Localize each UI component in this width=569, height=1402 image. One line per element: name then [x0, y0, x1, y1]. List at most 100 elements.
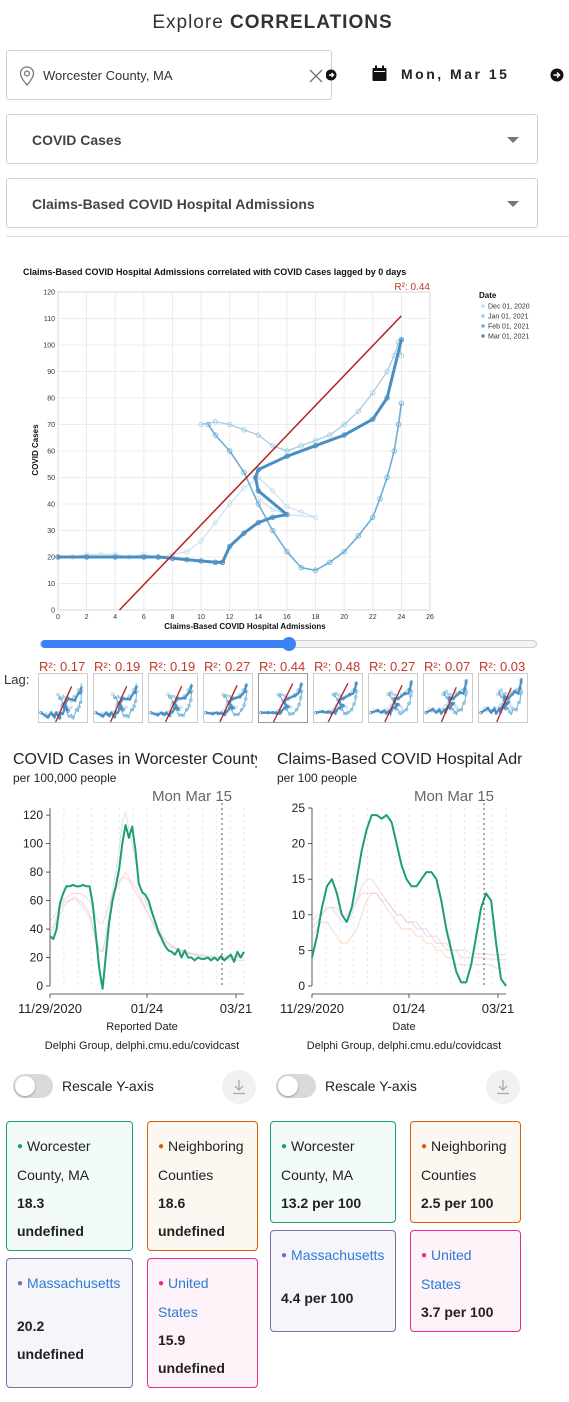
y-tick-label: 80: [47, 396, 55, 403]
legend-swatch: [481, 304, 485, 308]
lag-thumbnail[interactable]: [478, 673, 528, 723]
thumbnail-trajectory: [425, 697, 458, 714]
thumbnail-point: [334, 708, 339, 713]
date-label[interactable]: Mon, Mar 15: [401, 66, 510, 82]
x-tick-label: 26: [426, 614, 434, 621]
y-tick-label: 90: [47, 369, 55, 376]
thumbnail-trajectory: [315, 681, 358, 716]
thumbnail-point: [184, 708, 189, 712]
thumbnail-trajectory: [95, 685, 138, 719]
y-tick-label: 100: [23, 837, 43, 851]
left-line-chart: 0 20 40 60 80 100 120 Mon Mar 15 11/29/2020 01/24…: [18, 788, 253, 1052]
right-rescale-toggle[interactable]: [276, 1074, 316, 1098]
lag-r2-label: R²: 0.19: [94, 659, 141, 674]
thumbnail-point: [399, 705, 404, 709]
thumbnail-point: [389, 690, 394, 694]
series-line: [200, 341, 402, 452]
card-region-link[interactable]: Massachusetts: [27, 1275, 121, 1291]
thumbnail-point: [187, 704, 191, 708]
clear-icon[interactable]: [309, 69, 323, 83]
card-region-link[interactable]: United States: [158, 1275, 209, 1320]
dot-icon: ●: [421, 1141, 428, 1152]
scatter-point: [298, 564, 304, 571]
scatter-point: [341, 432, 347, 438]
thumbnail-point: [464, 689, 469, 694]
card-region-link[interactable]: United States: [421, 1247, 472, 1292]
next-date-arrow-icon[interactable]: [550, 68, 564, 82]
card-neighbors-admissions: ● Neighboring Counties 2.5 per 100: [410, 1121, 521, 1223]
y-tick-label: 80: [30, 865, 44, 879]
scatter-point: [395, 421, 402, 428]
scatter-point: [370, 389, 376, 396]
thumbnail-point: [384, 711, 388, 715]
lag-r2-label: R²: 0.48: [314, 659, 361, 674]
lag-thumbnail-plot: [204, 682, 249, 723]
lag-thumbnail[interactable]: [148, 673, 198, 723]
scatter-point: [269, 488, 276, 494]
thumbnail-point: [513, 689, 517, 694]
thumbnail-point: [242, 703, 246, 707]
location-search-input[interactable]: Worcester County, MA: [6, 50, 332, 100]
left-rescale-toggle[interactable]: [13, 1074, 53, 1098]
chevron-down-icon: [507, 201, 519, 207]
lag-thumbnail[interactable]: [258, 673, 308, 723]
thumbnail-point: [244, 697, 248, 701]
dot-icon: ●: [17, 1141, 24, 1152]
signal-2-select[interactable]: Claims-Based COVID Hospital Admissions: [6, 178, 538, 228]
lag-thumbnail[interactable]: [368, 673, 418, 723]
thumbnail-point: [73, 698, 77, 702]
scatter-point: [284, 511, 290, 518]
thumbnail-point: [497, 707, 502, 711]
series-line: [311, 814, 507, 987]
signal-1-select[interactable]: COVID Cases: [6, 114, 538, 164]
thumbnail-point: [282, 706, 287, 710]
thumbnail-point: [349, 708, 354, 712]
scatter-point: [284, 549, 290, 555]
legend-item: Feb 01, 2021: [488, 324, 529, 331]
lag-r2-label: R²: 0.27: [204, 659, 251, 674]
scatter-point: [198, 558, 204, 564]
lag-r2-label: R²: 0.17: [39, 659, 86, 674]
right-download-button[interactable]: [486, 1070, 520, 1104]
dot-icon: ●: [421, 1250, 428, 1261]
scatter-point: [269, 506, 276, 512]
thumbnail-point: [392, 693, 397, 697]
legend-item: Mar 01, 2021: [488, 334, 529, 341]
credit-label: Delphi Group, delphi.cmu.edu/covidcast: [307, 1040, 501, 1052]
calendar-icon[interactable]: [372, 65, 387, 82]
y-tick-label: 20: [30, 951, 44, 965]
card-value: 13.2 per 100: [281, 1195, 362, 1211]
thumbnail-point: [509, 705, 514, 709]
thumbnail-point: [221, 692, 225, 697]
card-unit: undefined: [17, 1346, 84, 1362]
card-region-link[interactable]: Massachusetts: [291, 1247, 385, 1263]
scatter-point: [241, 485, 247, 491]
lag-thumbnail[interactable]: [313, 673, 363, 723]
thumbnail-point: [164, 711, 168, 715]
previous-date-arrow-icon[interactable]: [326, 68, 338, 82]
thumbnail-point: [291, 711, 295, 716]
left-download-button[interactable]: [222, 1070, 256, 1104]
lag-thumbnail[interactable]: [93, 673, 143, 723]
lag-thumbnail[interactable]: [423, 673, 473, 723]
scatter-point: [377, 495, 383, 502]
thumbnail-point: [369, 710, 373, 715]
thumbnail-point: [486, 706, 490, 710]
lag-thumbnail-plot: [314, 681, 359, 723]
lag-slider-handle[interactable]: [281, 637, 296, 651]
lag-thumbnail[interactable]: [203, 673, 253, 723]
thumbnail-point: [381, 709, 385, 714]
thumbnail-point: [224, 693, 229, 698]
lag-r2-label: R²: 0.27: [369, 659, 416, 674]
scatter-point: [255, 501, 262, 507]
thumbnail-point: [447, 692, 452, 696]
thumbnail-point: [392, 706, 397, 710]
thumbnail-point: [519, 691, 523, 696]
thumbnail-point: [346, 710, 350, 714]
thumbnail-point: [167, 695, 172, 699]
x-tick-label: 03/21: [220, 1001, 253, 1016]
thumbnail-point: [149, 710, 153, 715]
thumbnail-point: [189, 698, 193, 702]
thumbnail-trajectory: [370, 680, 413, 717]
lag-thumbnail[interactable]: [38, 673, 88, 723]
